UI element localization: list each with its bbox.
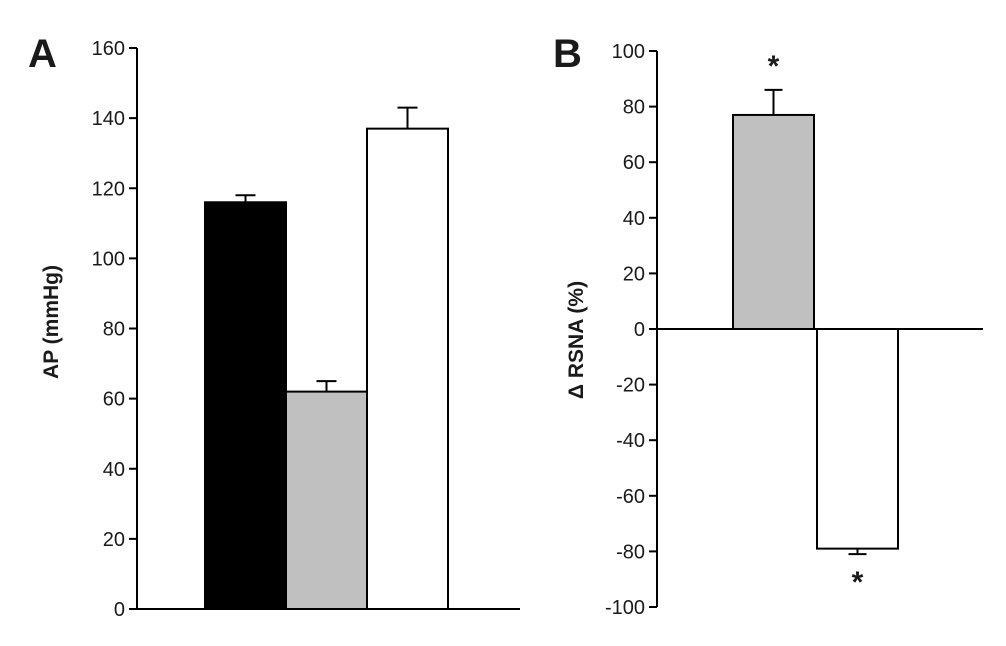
panel-b-letter: B [553,32,582,76]
panel-a-y-tick-label: 0 [114,599,125,621]
panel-b-y-tick-label: -100 [605,597,645,619]
panel-a-y-tick-label: 20 [103,529,125,551]
panel-a-bar [285,390,368,610]
panel-a-bars [204,106,449,611]
panel-b-y-tick-label: -60 [616,486,645,508]
panel-a-y-tick-label: 60 [103,389,125,411]
panel-a-y-tick-label: 100 [92,248,125,270]
panel-b-y-axis-title: Δ RSNA (%) [565,281,588,399]
panel-a-bar [204,201,287,610]
panel-a-y-tick-label: 80 [103,319,125,341]
panel-a-letter: A [28,32,57,76]
panel-b: B Δ RSNA (%) -100 -80 -60 -40 -20 0 20 40 60 80 10… [553,32,983,619]
panel-b-y-tick-label: 80 [623,97,645,119]
panel-b-y-tick-label: 0 [634,319,645,341]
panel-b-bars: ** [732,50,899,599]
panel-b-y-tick-label: 100 [612,41,645,63]
panel-b-significance-marker: * [852,566,864,599]
panel-b-y-tick-label: 60 [623,152,645,174]
panel-a-axes: 0 20 40 60 80 100 120 140 160 [92,38,520,621]
panel-b-bar [732,113,815,330]
panel-b-y-tick-label: 20 [623,263,645,285]
panel-b-y-tick-label: 40 [623,208,645,230]
panel-b-y-tick-label: -80 [616,541,645,563]
panel-b-significance-marker: * [768,50,780,83]
panel-a-bar [366,127,449,611]
panel-b-y-tick-label: -20 [616,375,645,397]
panel-a-y-tick-label: 160 [92,38,125,60]
panel-a-y-axis-title: AP (mmHg) [40,265,63,379]
panel-a-y-tick-label: 140 [92,108,125,130]
panel-a-y-tick-label: 120 [92,178,125,200]
panel-a-y-tick-label: 40 [103,459,125,481]
panel-b-y-tick-label: -40 [616,430,645,452]
panel-b-bar [816,328,899,550]
panel-a: A AP (mmHg) 0 20 40 60 80 100 120 140 160 [28,32,520,621]
